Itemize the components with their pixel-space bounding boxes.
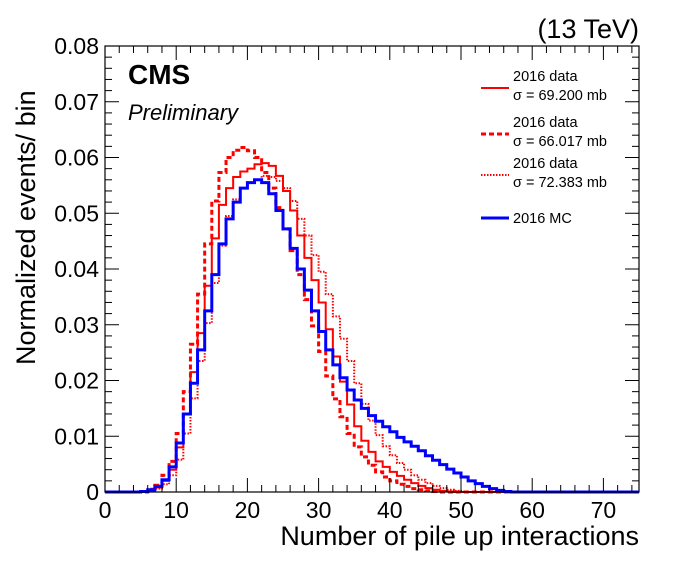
- plot-frame: [104, 45, 640, 493]
- x-axis-title: Number of pile up interactions: [280, 521, 639, 551]
- legend-label-3: 2016 data: [513, 156, 578, 172]
- preliminary-label: Preliminary: [128, 100, 240, 125]
- y-tick-label: 0.07: [54, 89, 99, 115]
- y-tick-label: 0.04: [54, 256, 99, 282]
- x-tick-label: 40: [377, 497, 403, 523]
- legend-label-2: 2016 data: [513, 115, 578, 131]
- x-tick-label: 0: [99, 497, 112, 523]
- x-tick-label: 60: [519, 497, 545, 523]
- y-tick-label: 0: [86, 479, 99, 505]
- x-tick-label: 30: [306, 497, 332, 523]
- legend-sigma-3: σ = 72.383 mb: [513, 175, 607, 191]
- y-tick-label: 0.06: [54, 145, 99, 171]
- y-tick-label: 0.02: [54, 368, 99, 394]
- x-tick-label: 50: [448, 497, 474, 523]
- legend-label-4: 2016 MC: [513, 211, 572, 227]
- y-tick-label: 0.08: [54, 33, 99, 59]
- histogram-series-3: [105, 174, 639, 493]
- y-axis-title: Normalized events/ bin: [11, 90, 41, 365]
- cms-logo-text: CMS: [128, 59, 190, 90]
- x-tick-label: 70: [591, 497, 617, 523]
- y-tick-label: 0.03: [54, 312, 99, 338]
- y-tick-label: 0.05: [54, 200, 99, 226]
- legend: 2016 data σ = 69.200 mb 2016 data σ = 66.01…: [481, 69, 607, 227]
- legend-label-1: 2016 data: [513, 69, 578, 85]
- y-tick-label: 0.01: [54, 423, 99, 449]
- x-tick-label: 20: [235, 497, 261, 523]
- legend-sigma-2: σ = 66.017 mb: [513, 134, 607, 150]
- legend-sigma-1: σ = 69.200 mb: [513, 88, 607, 104]
- energy-label: (13 TeV): [537, 14, 639, 44]
- x-tick-label: 10: [163, 497, 189, 523]
- histogram-series-4: [105, 178, 639, 494]
